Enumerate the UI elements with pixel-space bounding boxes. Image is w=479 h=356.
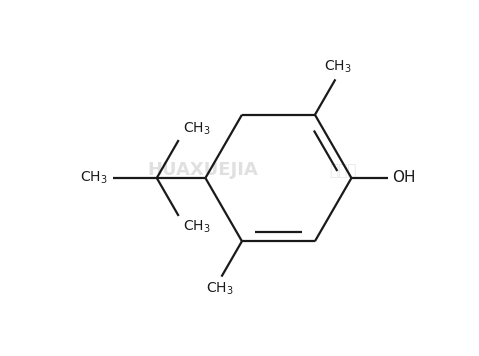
Text: CH$_3$: CH$_3$ xyxy=(182,219,210,235)
Text: CH$_3$: CH$_3$ xyxy=(205,281,233,297)
Text: CH$_3$: CH$_3$ xyxy=(182,121,210,137)
Text: OH: OH xyxy=(392,171,416,185)
Text: CH$_3$: CH$_3$ xyxy=(80,170,108,186)
Text: CH$_3$: CH$_3$ xyxy=(323,59,351,75)
Text: 化学加: 化学加 xyxy=(329,163,356,178)
Text: HUAXUEJIA: HUAXUEJIA xyxy=(147,161,258,179)
